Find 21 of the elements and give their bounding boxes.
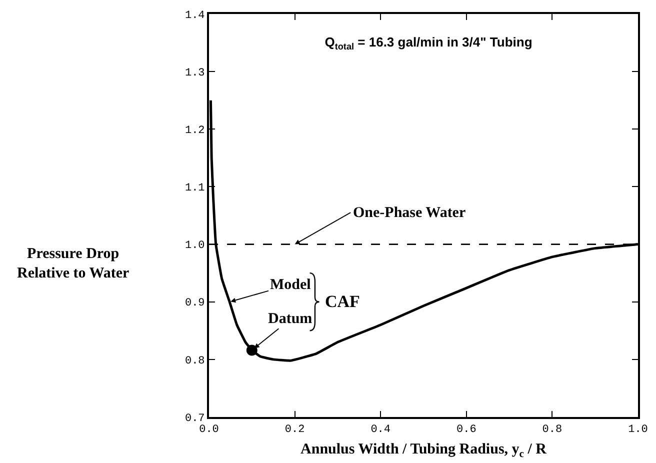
y-tick-label: 1.0 (184, 240, 205, 252)
x-tick-label: 1.0 (628, 424, 648, 436)
y-tick-label: 1.3 (184, 67, 205, 80)
annotation: Model (270, 277, 311, 293)
y-tick-label: 0.9 (184, 298, 205, 310)
y-axis-title: Pressure Drop Relative to Water (17, 246, 130, 282)
y-tick-label: 0.7 (184, 412, 205, 425)
x-tick-label: 0.2 (284, 424, 305, 436)
x-tick-label: 0.0 (199, 424, 219, 436)
y-tick-label: 0.8 (184, 355, 205, 368)
annotation: Datum (268, 311, 313, 327)
x-tick-label: 0.8 (542, 424, 562, 436)
y-tick-label: 1.4 (184, 10, 206, 22)
text: Q$_{total}$ = 16.3 gal/min in 3/4" Tubing (324, 34, 532, 52)
x-tick-label: 0.6 (456, 424, 476, 436)
x-tick-label: 0.4 (370, 424, 391, 436)
annotation: CAF (325, 292, 360, 311)
y-tick-label: 1.2 (184, 124, 205, 137)
ref-line-label: One-Phase Water (353, 205, 466, 221)
x-axis-title: Annulus Width / Tubing Radius, y$_{c}$ / R (300, 442, 547, 460)
y-tick-label: 1.1 (184, 182, 206, 195)
